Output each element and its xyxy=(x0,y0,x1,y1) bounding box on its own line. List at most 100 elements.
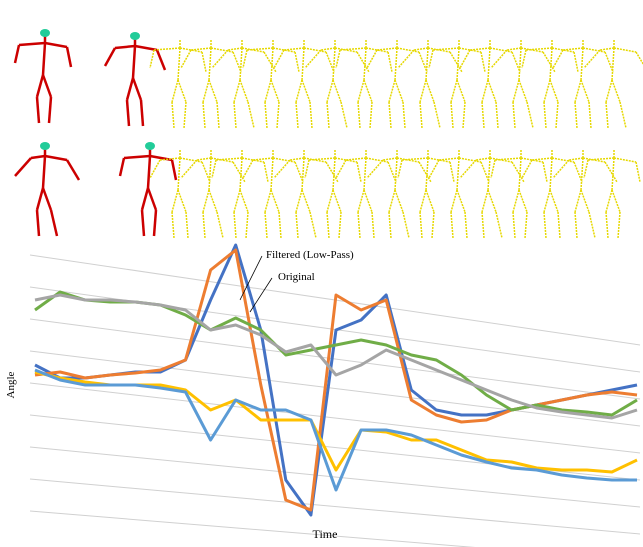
grid-line xyxy=(30,383,640,453)
bone xyxy=(476,158,490,160)
bone xyxy=(186,212,188,238)
bone xyxy=(403,212,409,238)
bone xyxy=(495,158,521,160)
bone xyxy=(234,190,240,212)
bone xyxy=(429,50,433,68)
bone xyxy=(209,80,217,102)
bone xyxy=(150,50,154,68)
bone xyxy=(414,48,428,50)
bone xyxy=(581,48,583,80)
bone xyxy=(398,160,402,178)
bone xyxy=(154,210,156,236)
figure: Angle Time Filtered (Low-Pass) Original xyxy=(0,0,643,547)
bone xyxy=(358,190,364,212)
bone xyxy=(181,160,197,178)
bone xyxy=(525,212,527,238)
bone xyxy=(550,48,552,80)
head xyxy=(145,142,155,150)
bone xyxy=(550,190,558,212)
bone xyxy=(612,80,620,102)
bone xyxy=(612,48,614,80)
bone xyxy=(556,102,558,128)
bone xyxy=(265,102,267,128)
bone xyxy=(465,212,467,238)
bone xyxy=(389,80,395,102)
bone xyxy=(470,48,490,50)
bone xyxy=(522,50,526,68)
bone xyxy=(544,190,550,212)
bone xyxy=(512,52,520,72)
annotation-leader xyxy=(250,278,272,312)
bone xyxy=(142,188,148,210)
bone xyxy=(482,212,484,238)
bone xyxy=(457,190,465,212)
bone xyxy=(457,158,459,190)
bone xyxy=(305,160,309,178)
series-line xyxy=(35,245,637,515)
bone xyxy=(157,50,165,70)
bone xyxy=(339,212,341,238)
bone xyxy=(264,52,276,72)
bone xyxy=(543,52,555,72)
bone xyxy=(614,158,636,162)
bone xyxy=(636,52,643,72)
bone xyxy=(389,190,395,212)
bone xyxy=(67,47,71,67)
bone xyxy=(233,162,245,182)
bone xyxy=(358,102,360,128)
bone xyxy=(253,158,273,160)
bone xyxy=(519,80,527,102)
annotation: Original xyxy=(278,271,315,283)
bone xyxy=(302,158,304,190)
bone xyxy=(451,190,457,212)
bone xyxy=(295,162,303,182)
bone xyxy=(581,190,589,212)
bone xyxy=(228,48,242,50)
bone xyxy=(395,190,403,212)
bone xyxy=(142,210,144,236)
bone xyxy=(513,212,515,238)
bone xyxy=(203,102,205,128)
bone xyxy=(296,102,298,128)
bone xyxy=(209,48,211,80)
bone xyxy=(372,212,374,238)
bone xyxy=(543,162,547,182)
bone xyxy=(544,102,546,128)
bone xyxy=(127,78,133,100)
bone xyxy=(512,162,524,182)
bone xyxy=(482,80,488,102)
bone xyxy=(209,158,211,190)
bone xyxy=(558,212,560,238)
bone xyxy=(302,190,310,212)
bone xyxy=(302,48,304,80)
bone xyxy=(124,156,150,158)
bone xyxy=(105,48,115,66)
bone xyxy=(212,160,216,178)
bone xyxy=(333,48,335,80)
bone xyxy=(389,212,391,238)
bone xyxy=(248,102,254,128)
bone xyxy=(233,52,241,72)
bone xyxy=(141,100,143,126)
bone xyxy=(581,80,589,102)
bone xyxy=(507,48,521,50)
bone xyxy=(203,212,205,238)
bone xyxy=(357,162,361,182)
bone xyxy=(432,212,434,238)
grid-line xyxy=(30,351,640,426)
bone xyxy=(346,158,366,160)
bone xyxy=(15,158,31,176)
bone xyxy=(341,102,347,128)
bone xyxy=(463,102,465,128)
bone xyxy=(271,158,273,190)
bone xyxy=(574,52,578,72)
bone xyxy=(482,102,484,128)
bone xyxy=(217,102,219,128)
bone xyxy=(172,190,178,212)
bone xyxy=(327,190,333,212)
bone xyxy=(265,212,267,238)
bone xyxy=(553,160,569,178)
bone xyxy=(178,80,186,102)
grid-line xyxy=(30,447,640,507)
bone xyxy=(202,162,210,182)
